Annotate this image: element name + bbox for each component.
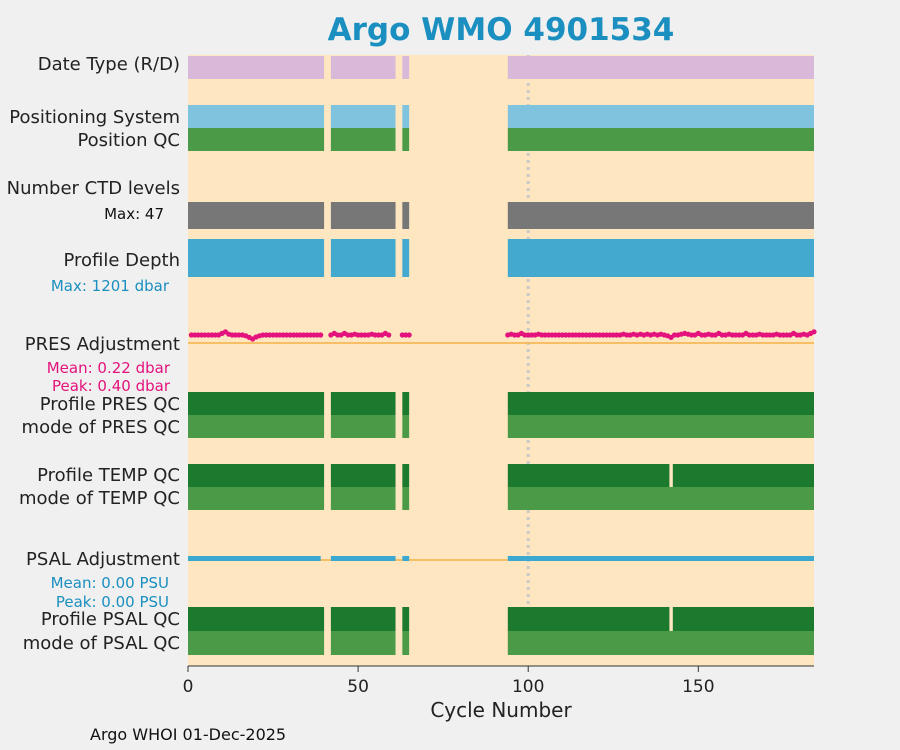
label-pres-peak: Peak: 0.40 dbar [52, 377, 171, 395]
date-type-bar-1 [330, 56, 396, 79]
profile-temp-qc-bar-2 [402, 464, 410, 487]
label-profile-temp-qc: Profile TEMP QC [37, 465, 180, 486]
ctd-levels-bar-3 [507, 202, 814, 229]
row-labels: Date Type (R/D) Positioning System Posit… [7, 54, 180, 654]
footer-credit: Argo WHOI 01-Dec-2025 [90, 725, 287, 744]
pres-adjustment-line-3 [507, 330, 815, 340]
chart-title: Argo WMO 4901534 [327, 12, 675, 48]
profile-temp-qc-bar-4 [672, 464, 814, 487]
date-type-bar-2 [402, 56, 410, 79]
profile-psal-qc-bar-3 [507, 607, 670, 631]
label-positioning-system: Positioning System [9, 107, 180, 128]
profile-pres-qc-bar-2 [402, 392, 410, 415]
mode-psal-qc-bar-0 [188, 631, 325, 655]
adjustment-lines [188, 329, 817, 561]
position-qc-bar-0 [188, 128, 325, 151]
profile-temp-qc-bar-3 [507, 464, 670, 487]
profile-psal-qc-bar-1 [330, 607, 396, 631]
x-axis: 0 50 100 150 [183, 665, 814, 697]
pres-adjustment-line-1 [330, 331, 390, 337]
position-qc-bar-3 [507, 128, 814, 151]
profile-pres-qc-bar-0 [188, 392, 325, 415]
profile-depth-bar-3 [507, 239, 814, 277]
plot-area [188, 55, 814, 666]
position-qc-bar-2 [402, 128, 410, 151]
label-ctd-levels: Number CTD levels [7, 178, 180, 199]
profile-depth-bar-0 [188, 239, 325, 277]
positioning-system-bar-1 [330, 105, 396, 128]
date-type-bar-3 [507, 56, 814, 79]
psal-adjustment-bar-0 [188, 556, 321, 561]
mode-pres-qc-bar-3 [507, 415, 814, 438]
label-profile-depth: Profile Depth [63, 250, 180, 271]
psal-adjustment-bar-1 [330, 556, 396, 561]
mode-temp-qc-bar-0 [188, 487, 325, 510]
profile-depth-bar-2 [402, 239, 410, 277]
mode-pres-qc-bar-2 [402, 415, 410, 438]
x-axis-label: Cycle Number [430, 698, 572, 722]
positioning-system-bar-2 [402, 105, 410, 128]
label-psal-adjustment: PSAL Adjustment [26, 549, 180, 570]
label-mode-temp-qc: mode of TEMP QC [19, 488, 180, 509]
x-tick-label-150: 150 [682, 677, 714, 697]
mode-psal-qc-bar-2 [402, 631, 410, 655]
ctd-levels-bar-2 [402, 202, 410, 229]
x-tick-label-100: 100 [512, 677, 544, 697]
label-profile-psal-qc: Profile PSAL QC [41, 609, 180, 630]
profile-temp-qc-bar-0 [188, 464, 325, 487]
profile-temp-qc-bar-1 [330, 464, 396, 487]
label-date-type: Date Type (R/D) [38, 54, 180, 75]
x-tick-label-50: 50 [347, 677, 369, 697]
date-type-bar-0 [188, 56, 325, 79]
positioning-system-bar-3 [507, 105, 814, 128]
label-profile-pres-qc: Profile PRES QC [40, 394, 180, 415]
psal-adjustment-bar-3 [507, 556, 814, 561]
mode-pres-qc-bar-0 [188, 415, 325, 438]
label-position-qc: Position QC [77, 130, 180, 151]
position-qc-bar-1 [330, 128, 396, 151]
x-tick-label-0: 0 [183, 677, 194, 697]
label-ctd-max: Max: 47 [104, 205, 164, 223]
profile-psal-qc-bar-0 [188, 607, 325, 631]
mode-psal-qc-bar-1 [330, 631, 396, 655]
mode-psal-qc-bar-3 [507, 631, 814, 655]
label-depth-max: Max: 1201 dbar [51, 277, 170, 295]
label-pres-adjustment: PRES Adjustment [25, 334, 180, 355]
profile-psal-qc-bar-4 [672, 607, 814, 631]
positioning-system-bar-0 [188, 105, 325, 128]
label-mode-pres-qc: mode of PRES QC [22, 417, 180, 438]
profile-pres-qc-bar-1 [330, 392, 396, 415]
psal-adjustment-bar-2 [402, 556, 410, 561]
mode-temp-qc-bar-2 [402, 487, 410, 510]
label-psal-mean: Mean: 0.00 PSU [51, 574, 169, 592]
pres-adjustment-line-0 [191, 330, 321, 341]
mode-temp-qc-bar-3 [507, 487, 814, 510]
mode-temp-qc-bar-1 [330, 487, 396, 510]
status-bars [188, 55, 814, 655]
profile-pres-qc-bar-3 [507, 392, 814, 415]
ctd-levels-bar-0 [188, 202, 325, 229]
profile-depth-bar-1 [330, 239, 396, 277]
label-mode-psal-qc: mode of PSAL QC [23, 633, 180, 654]
label-pres-mean: Mean: 0.22 dbar [47, 359, 171, 377]
label-psal-peak: Peak: 0.00 PSU [56, 593, 169, 611]
mode-pres-qc-bar-1 [330, 415, 396, 438]
profile-psal-qc-bar-2 [402, 607, 410, 631]
ctd-levels-bar-1 [330, 202, 396, 229]
